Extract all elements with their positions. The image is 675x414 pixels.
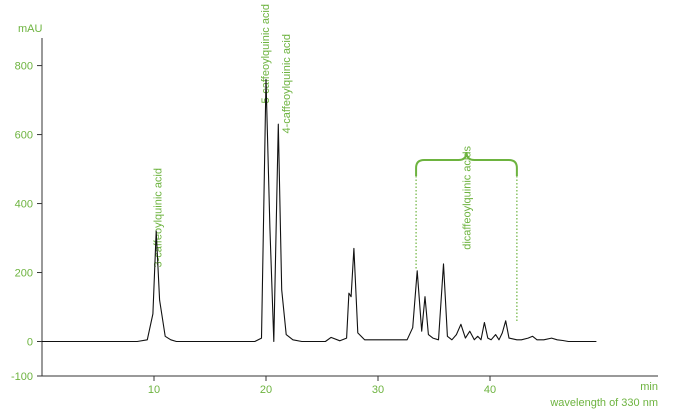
y-tick-label: 800 xyxy=(15,61,33,73)
peak-label: 4-caffeoylquinic acid xyxy=(281,34,293,133)
peak-label: 5-caffeoylquinic acid xyxy=(260,4,272,103)
y-tick-label: 0 xyxy=(27,337,33,349)
y-tick-label: 400 xyxy=(15,199,33,211)
peak-labels: 3-caffeoylquinic acid 5-caffeoylquinic ac… xyxy=(152,4,293,267)
chromatogram-trace xyxy=(42,78,597,343)
x-axis-unit-label: min xyxy=(640,381,658,393)
y-axis-unit-label: mAU xyxy=(18,23,43,35)
y-tick-label: 600 xyxy=(15,130,33,142)
peak-label: 3-caffeoylquinic acid xyxy=(152,168,164,267)
y-tick-label: 200 xyxy=(15,268,33,280)
y-ticks: -100 0 200 400 600 800 xyxy=(11,61,42,383)
dicaffeoyl-bracket: dicaffeoylquinic acids xyxy=(415,146,518,323)
x-tick-label: 30 xyxy=(372,384,384,396)
axes: -100 0 200 400 600 800 10 20 30 40 xyxy=(11,38,658,396)
bracket-brace xyxy=(415,151,518,176)
x-tick-label: 10 xyxy=(148,384,160,396)
wavelength-note: wavelength of 330 nm xyxy=(549,397,658,409)
x-tick-label: 40 xyxy=(484,384,496,396)
x-tick-label: 20 xyxy=(260,384,272,396)
y-tick-label: -100 xyxy=(11,371,33,383)
x-ticks: 10 20 30 40 xyxy=(148,376,496,396)
peak-label-dicaffeoylquinic: dicaffeoylquinic acids xyxy=(461,146,473,250)
